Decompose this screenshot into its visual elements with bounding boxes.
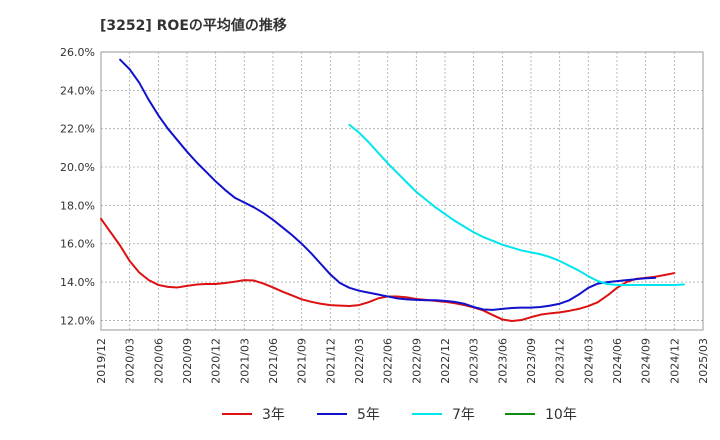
legend-item: 5年 <box>317 407 380 423</box>
legend-label: 3年 <box>262 407 285 423</box>
y-tick-label: 24.0% <box>60 84 95 97</box>
y-tick-label: 12.0% <box>60 314 95 327</box>
x-tick-label: 2023/12 <box>554 338 567 384</box>
x-tick-label: 2022/12 <box>439 338 452 384</box>
legend-item: 3年 <box>222 407 285 423</box>
x-tick-label: 2024/09 <box>640 338 653 384</box>
x-tick-label: 2020/03 <box>124 338 137 384</box>
y-tick-label: 14.0% <box>60 276 95 289</box>
y-tick-label: 20.0% <box>60 161 95 174</box>
x-tick-label: 2021/03 <box>238 338 251 384</box>
x-tick-label: 2022/06 <box>382 338 395 384</box>
x-tick-label: 2025/03 <box>697 338 710 384</box>
x-tick-label: 2023/06 <box>496 338 509 384</box>
x-axis-tick-labels: 2019/12 2020/03 2020/06 2020/09 2020/12 2021/… <box>95 338 710 384</box>
x-tick-label: 2023/09 <box>525 338 538 384</box>
x-tick-label: 2021/12 <box>324 338 337 384</box>
plot-area-frame <box>100 51 704 331</box>
x-tick-label: 2022/03 <box>353 338 366 384</box>
series-line-2 <box>348 123 685 286</box>
y-tick-label: 22.0% <box>60 123 95 136</box>
series-line-1 <box>119 58 657 311</box>
legend-item: 7年 <box>412 407 475 423</box>
y-tick-label: 16.0% <box>60 238 95 251</box>
legend: 3年 5年 7年 10年 <box>222 407 577 423</box>
x-tick-label: 2021/06 <box>267 338 280 384</box>
x-tick-label: 2024/03 <box>582 338 595 384</box>
y-tick-label: 26.0% <box>60 46 95 59</box>
series-lines <box>100 58 685 322</box>
x-tick-label: 2020/06 <box>152 338 165 384</box>
x-tick-label: 2021/09 <box>296 338 309 384</box>
y-tick-label: 18.0% <box>60 199 95 212</box>
x-tick-label: 2020/09 <box>181 338 194 384</box>
x-tick-label: 2024/12 <box>668 338 681 384</box>
x-tick-label: 2022/09 <box>410 338 423 384</box>
legend-label: 7年 <box>452 407 475 423</box>
x-tick-label: 2024/06 <box>611 338 624 384</box>
x-tick-label: 2019/12 <box>95 338 108 384</box>
x-tick-label: 2020/12 <box>210 338 223 384</box>
chart-title: [3252] ROEの平均値の推移 <box>100 17 287 34</box>
grid-lines <box>100 51 704 330</box>
legend-label: 10年 <box>545 407 577 423</box>
x-tick-label: 2023/03 <box>468 338 481 384</box>
legend-label: 5年 <box>357 407 380 423</box>
legend-item: 10年 <box>505 407 577 423</box>
y-axis-tick-labels: 12.0% 14.0% 16.0% 18.0% 20.0% 22.0% 24.0% 26.0% <box>60 46 95 327</box>
